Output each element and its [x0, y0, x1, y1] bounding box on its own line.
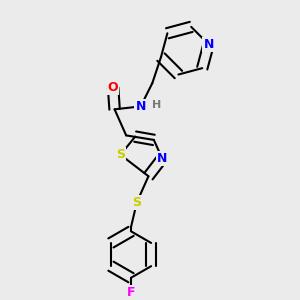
Text: F: F [127, 286, 135, 299]
Text: N: N [157, 152, 167, 165]
Text: N: N [203, 38, 214, 51]
Text: S: S [132, 196, 141, 209]
Text: S: S [116, 148, 125, 161]
Text: N: N [136, 100, 146, 113]
Text: O: O [108, 81, 118, 94]
Text: H: H [152, 100, 161, 110]
